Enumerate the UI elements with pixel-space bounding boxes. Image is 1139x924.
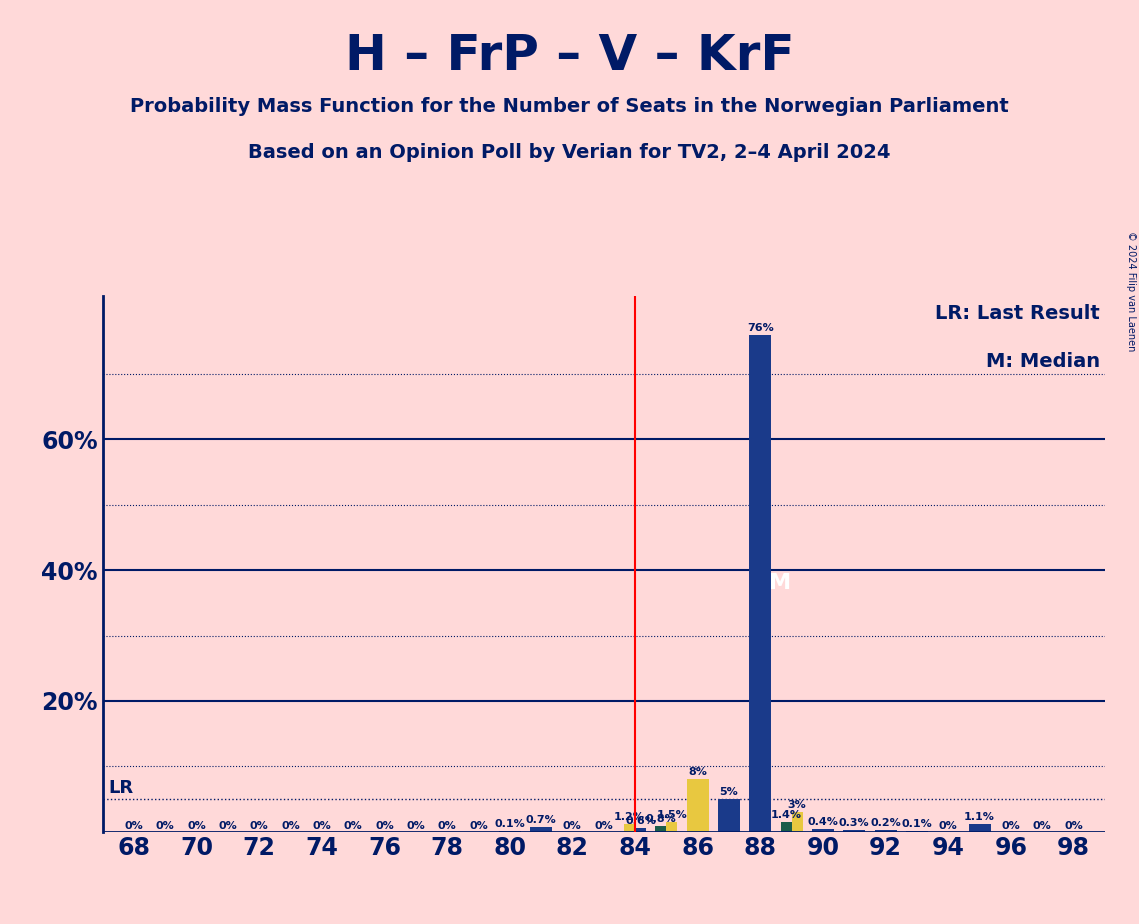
- Bar: [780, 822, 792, 832]
- Text: 0.1%: 0.1%: [902, 819, 932, 829]
- Bar: [968, 824, 991, 832]
- Text: 0.3%: 0.3%: [839, 818, 869, 828]
- Bar: [687, 779, 708, 832]
- Text: 0.4%: 0.4%: [808, 817, 838, 827]
- Text: 0%: 0%: [312, 821, 331, 831]
- Text: 0%: 0%: [939, 821, 958, 831]
- Text: 0%: 0%: [437, 821, 457, 831]
- Text: 0%: 0%: [595, 821, 613, 831]
- Text: 0%: 0%: [1001, 821, 1021, 831]
- Bar: [843, 830, 866, 832]
- Text: 1.5%: 1.5%: [656, 809, 687, 820]
- Text: LR: LR: [108, 779, 134, 797]
- Text: 0%: 0%: [187, 821, 206, 831]
- Text: 0%: 0%: [156, 821, 174, 831]
- Text: 8%: 8%: [688, 767, 707, 777]
- Text: M: M: [769, 573, 790, 593]
- Text: Based on an Opinion Poll by Verian for TV2, 2–4 April 2024: Based on an Opinion Poll by Verian for T…: [248, 143, 891, 163]
- Text: 0%: 0%: [344, 821, 362, 831]
- Text: 0.6%: 0.6%: [625, 816, 656, 826]
- Text: 0.1%: 0.1%: [494, 819, 525, 829]
- Text: H – FrP – V – KrF: H – FrP – V – KrF: [345, 32, 794, 80]
- Bar: [624, 824, 634, 832]
- Bar: [875, 831, 896, 832]
- Bar: [749, 334, 771, 832]
- Text: Probability Mass Function for the Number of Seats in the Norwegian Parliament: Probability Mass Function for the Number…: [130, 97, 1009, 116]
- Text: 5%: 5%: [720, 787, 738, 797]
- Text: 0%: 0%: [375, 821, 394, 831]
- Text: 0.2%: 0.2%: [870, 819, 901, 828]
- Bar: [655, 826, 666, 832]
- Text: 0%: 0%: [281, 821, 300, 831]
- Text: 3%: 3%: [788, 800, 806, 810]
- Text: © 2024 Filip van Laenen: © 2024 Filip van Laenen: [1126, 231, 1136, 351]
- Text: 1.2%: 1.2%: [614, 812, 645, 821]
- Text: 0%: 0%: [1064, 821, 1083, 831]
- Bar: [792, 812, 803, 832]
- Bar: [634, 828, 646, 832]
- Text: 1.1%: 1.1%: [964, 812, 995, 822]
- Text: M: Median: M: Median: [985, 352, 1100, 371]
- Text: 0%: 0%: [219, 821, 237, 831]
- Text: 0%: 0%: [407, 821, 425, 831]
- Text: 0.8%: 0.8%: [646, 814, 677, 824]
- Text: 1.4%: 1.4%: [771, 810, 802, 821]
- Text: 0%: 0%: [1033, 821, 1051, 831]
- Text: 0%: 0%: [249, 821, 269, 831]
- Bar: [812, 829, 834, 832]
- Text: 0%: 0%: [124, 821, 144, 831]
- Text: 0.7%: 0.7%: [526, 815, 556, 825]
- Text: LR: Last Result: LR: Last Result: [935, 304, 1100, 322]
- Text: 0%: 0%: [469, 821, 487, 831]
- Text: 76%: 76%: [747, 322, 773, 333]
- Bar: [718, 799, 740, 832]
- Bar: [666, 821, 678, 832]
- Bar: [530, 827, 552, 832]
- Text: 0%: 0%: [563, 821, 582, 831]
